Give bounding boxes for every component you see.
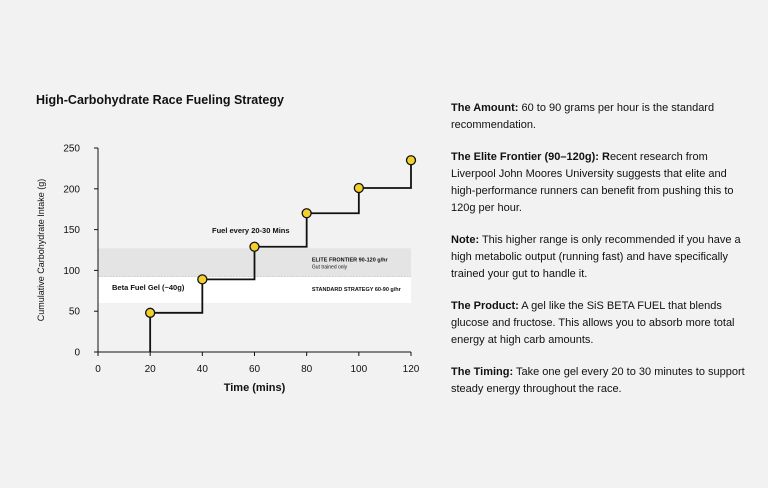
- note-elite-frontier-heading: The Elite Frontier (90–120g): R: [451, 151, 610, 163]
- x-tick-label: 100: [350, 364, 367, 375]
- x-tick-label: 120: [403, 364, 420, 375]
- note-amount-heading: The Amount:: [451, 102, 519, 114]
- step-line: [149, 160, 412, 352]
- y-axis-title: Cumulative Carbohydrate Intake (g): [36, 179, 46, 322]
- y-tick-label: 100: [63, 266, 80, 277]
- note-note-body: This higher range is only recommended if…: [451, 234, 741, 280]
- data-point-2: [249, 241, 260, 252]
- y-tick-label: 150: [63, 225, 80, 236]
- note-product: The Product: A gel like the SiS BETA FUE…: [451, 298, 751, 349]
- note-timing-heading: The Timing:: [451, 366, 514, 378]
- note-elite-frontier: The Elite Frontier (90–120g): Recent res…: [451, 149, 751, 217]
- note-product-body: A gel like the SiS BETA FUEL that blends…: [451, 300, 735, 346]
- x-tick-label: 0: [95, 364, 101, 375]
- x-tick-label: 20: [145, 364, 157, 375]
- data-point-5: [405, 155, 417, 166]
- note-timing-body: Take one gel every 20 to 30 minutes to s…: [451, 366, 745, 395]
- x-tick-label: 40: [197, 364, 209, 375]
- data-point-4: [353, 182, 364, 194]
- note-amount: The Amount: 60 to 90 grams per hour is t…: [451, 100, 751, 134]
- band-label-0: ELITE FRONTIER 90-120 g/hr: [312, 258, 389, 264]
- band-1: [98, 276, 411, 304]
- y-tick-label: 50: [69, 307, 81, 318]
- y-tick-label: 0: [74, 348, 80, 359]
- chart-title: High-Carbohydrate Race Fueling Strategy: [36, 93, 284, 107]
- note-timing: The Timing: Take one gel every 20 to 30 …: [451, 364, 751, 398]
- band-sublabel-0: Gut trained only: [312, 265, 348, 271]
- y-tick-label: 250: [63, 144, 80, 155]
- x-tick-label: 80: [301, 364, 313, 375]
- x-axis-title: Time (mins): [224, 382, 286, 394]
- y-tick-label: 200: [63, 184, 80, 195]
- note-amount-body: 60 to 90 grams per hour is the standard …: [451, 102, 715, 131]
- annotation-beta-fuel-gel: Beta Fuel Gel (~40g): [112, 283, 185, 292]
- annotation-fuel-every: Fuel every 20-30 Mins: [212, 226, 290, 235]
- data-point-0: [145, 307, 156, 318]
- data-point-1: [197, 274, 208, 285]
- note-note: Note: This higher range is only recommen…: [451, 232, 751, 283]
- note-product-heading: The Product:: [451, 300, 519, 312]
- notes-panel: The Amount: 60 to 90 grams per hour is t…: [451, 100, 751, 413]
- note-elite-frontier-body: ecent research from Liverpool John Moore…: [451, 151, 734, 214]
- note-note-heading: Note:: [451, 234, 480, 246]
- x-tick-label: 60: [249, 364, 261, 375]
- band-label-1: STANDARD STRATEGY 60-90 g/hr: [312, 287, 402, 293]
- data-point-3: [301, 208, 312, 219]
